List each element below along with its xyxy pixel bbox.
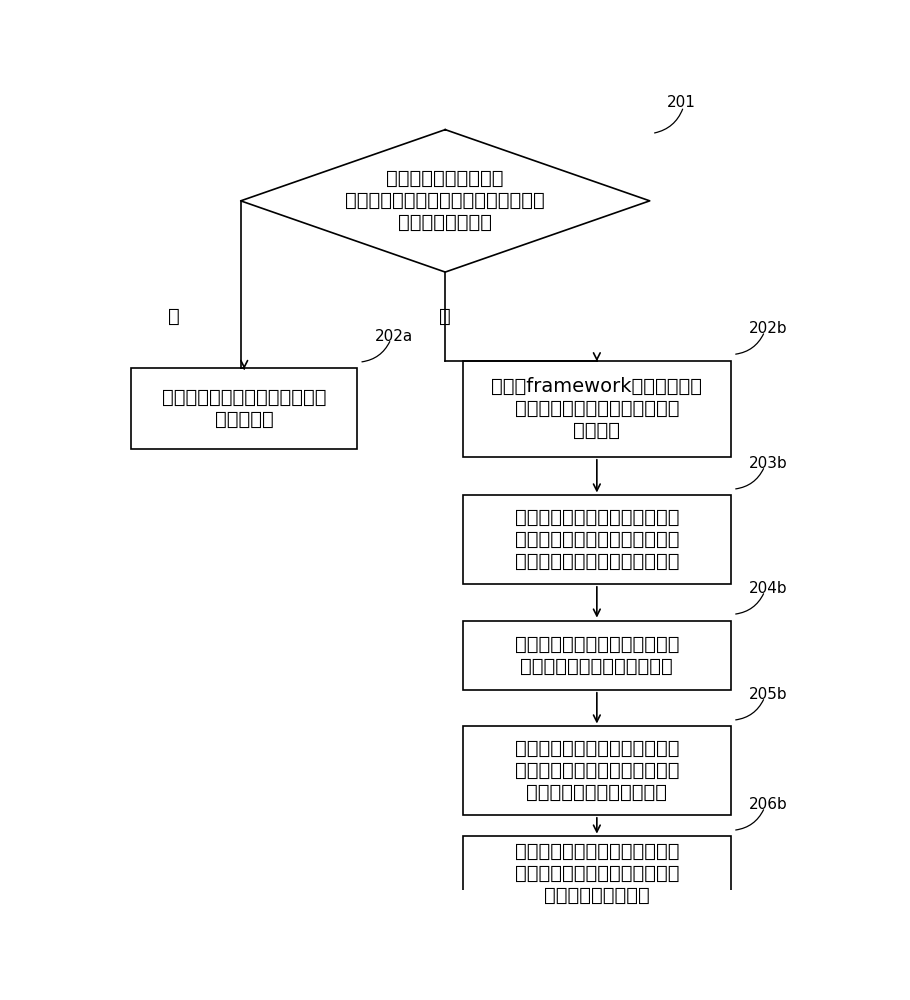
- Text: 205b: 205b: [748, 687, 787, 702]
- Text: 203b: 203b: [748, 456, 787, 471]
- Bar: [463, 361, 731, 457]
- Text: 按照预设时间间隔统计所述应用
程序自启动的处理记录，将所述
处理记录存放至缓存文件中: 按照预设时间间隔统计所述应用 程序自启动的处理记录，将所述 处理记录存放至缓存文…: [514, 739, 679, 802]
- Text: 206b: 206b: [748, 797, 787, 812]
- Bar: [131, 368, 357, 449]
- Text: 否: 否: [440, 307, 451, 326]
- Text: 根据所述应用处理策略对所述应
用程序的自启动请求进行处理: 根据所述应用处理策略对所述应 用程序的自启动请求进行处理: [514, 635, 679, 676]
- Text: 201: 201: [667, 95, 696, 110]
- Text: 202a: 202a: [375, 329, 413, 344]
- Text: 当所述缓存文件中的处理记录大
于预设阈值时，将所述处理记录
更新至预置数据库中: 当所述缓存文件中的处理记录大 于预设阈值时，将所述处理记录 更新至预置数据库中: [514, 842, 679, 905]
- Text: 202b: 202b: [748, 321, 787, 336]
- Bar: [463, 726, 731, 815]
- Text: 204b: 204b: [748, 581, 787, 596]
- Bar: [463, 495, 731, 584]
- Text: 当应用程序对应的自启动模式为
鉴权启动模式时，配置与所述鉴
权启动模式对应的应用处理策略: 当应用程序对应的自启动模式为 鉴权启动模式时，配置与所述鉴 权启动模式对应的应用…: [514, 508, 679, 571]
- Text: 通过在framework层调用检测函
数来获取所述应用程序对应的自
启动模式: 通过在framework层调用检测函 数来获取所述应用程序对应的自 启动模式: [491, 377, 703, 440]
- Bar: [463, 620, 731, 690]
- Text: 接收应用程序的自启动
请求，判断所述应用程序的启动方式是
否为界面启动方式: 接收应用程序的自启动 请求，判断所述应用程序的启动方式是 否为界面启动方式: [345, 169, 545, 232]
- Text: 是: 是: [167, 307, 179, 326]
- Bar: [463, 836, 731, 910]
- Text: 根据用户操作的行为数据启动所
述应用程序: 根据用户操作的行为数据启动所 述应用程序: [162, 388, 327, 429]
